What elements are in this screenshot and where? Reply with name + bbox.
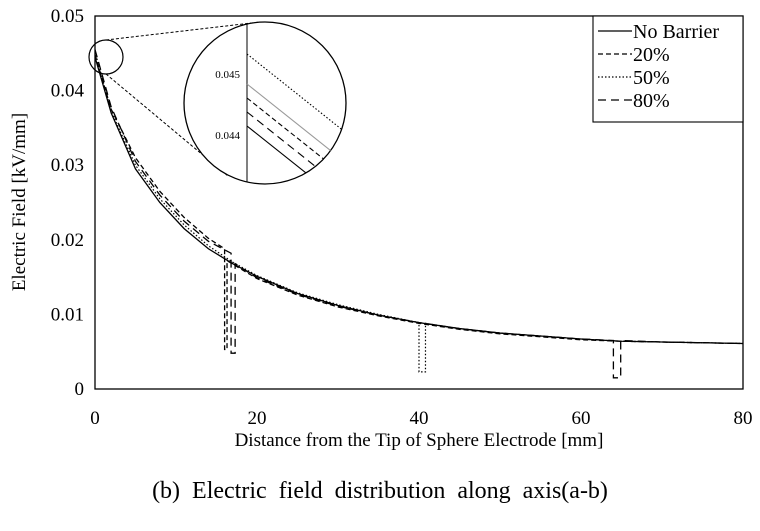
legend-label: 80% <box>633 90 670 112</box>
inset-tick-label: 0.045 <box>215 69 240 81</box>
x-axis-title: Distance from the Tip of Sphere Electrod… <box>235 430 604 451</box>
y-axis-title: Electric Field [kV/mm] <box>9 113 30 291</box>
x-tick-label: 0 <box>90 408 100 429</box>
series-line-20pct <box>95 54 743 351</box>
x-tick-label: 20 <box>248 408 267 429</box>
plot-frame <box>94 15 744 390</box>
y-tick-label: 0.01 <box>51 304 84 325</box>
legend-label: 20% <box>633 44 670 66</box>
series-lines <box>95 49 743 379</box>
zoom-connector-line <box>105 21 261 41</box>
legend-box <box>592 15 744 123</box>
plot-area <box>95 49 743 379</box>
legend-label: No Barrier <box>633 21 719 43</box>
x-tick-label: 40 <box>410 408 429 429</box>
zoom-inset: 0.045 0.044 <box>88 21 347 185</box>
y-tick-label: 0.02 <box>51 230 84 251</box>
x-tick-label: 60 <box>572 408 591 429</box>
y-tick-label: 0 <box>75 379 85 400</box>
inset-series-line <box>246 125 346 184</box>
x-tick-label: 80 <box>734 408 753 429</box>
zoom-source-circle <box>88 39 124 75</box>
y-tick-label: 0.03 <box>51 155 84 176</box>
inset-series-line <box>246 53 346 137</box>
zoom-inset-circle <box>183 21 347 185</box>
y-tick-label: 0.05 <box>51 6 84 27</box>
tick-labels: 0 20 40 60 80 0 0.01 0.02 0.03 0.04 0.05 <box>51 6 753 429</box>
axes <box>94 15 744 390</box>
inset-series-line <box>246 97 346 181</box>
y-tick-label: 0.04 <box>51 81 85 102</box>
figure-caption: (b) Electric field distribution along ax… <box>152 478 608 504</box>
electric-field-chart: 0 20 40 60 80 0 0.01 0.02 0.03 0.04 0.05 Distance … <box>9 6 753 451</box>
series-line-80pct <box>95 49 743 379</box>
legend-label: 50% <box>633 67 670 89</box>
inset-tick-label: 0.044 <box>215 130 240 142</box>
